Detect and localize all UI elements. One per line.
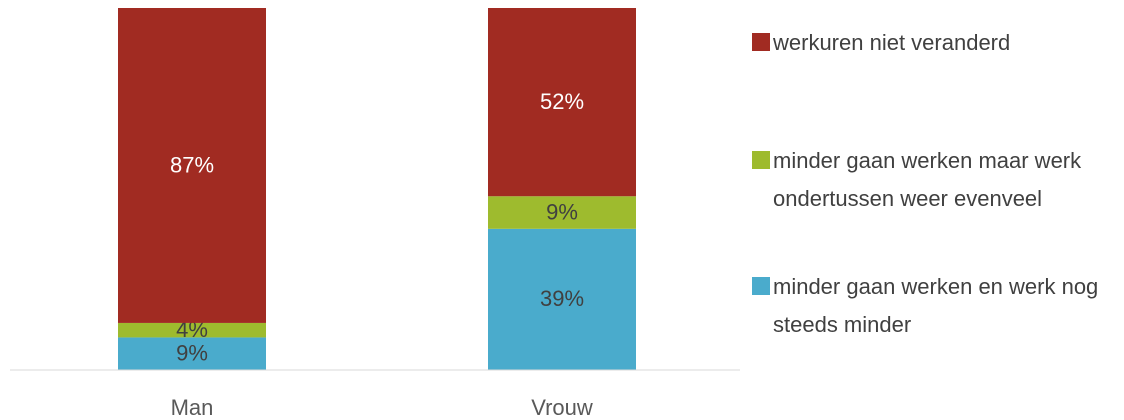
legend-item: minder gaan werken en werk nog steeds mi…	[752, 268, 1117, 344]
bar-segment	[118, 337, 266, 370]
legend-swatch	[752, 33, 770, 51]
data-label: 52%	[540, 89, 584, 114]
data-label: 87%	[170, 152, 214, 177]
data-label: 39%	[540, 286, 584, 311]
legend-label: minder gaan werken en werk nog steeds mi…	[773, 274, 1099, 337]
bar-segment	[488, 196, 636, 229]
legend-label: minder gaan werken maar werk ondertussen…	[773, 148, 1082, 211]
legend-item: werkuren niet veranderd	[752, 24, 1117, 62]
legend-swatch	[752, 151, 770, 169]
bar-segment	[118, 8, 266, 323]
data-label: 9%	[176, 341, 208, 366]
legend-swatch	[752, 277, 770, 295]
bar-segment	[488, 8, 636, 197]
x-tick-label: Vrouw	[531, 395, 593, 420]
bar-segment	[118, 322, 266, 338]
data-label: 9%	[546, 199, 578, 224]
bar-segment	[488, 228, 636, 370]
x-tick-label: Man	[171, 395, 214, 420]
legend-label: werkuren niet veranderd	[773, 30, 1011, 55]
legend-item: minder gaan werken maar werk ondertussen…	[752, 142, 1117, 218]
